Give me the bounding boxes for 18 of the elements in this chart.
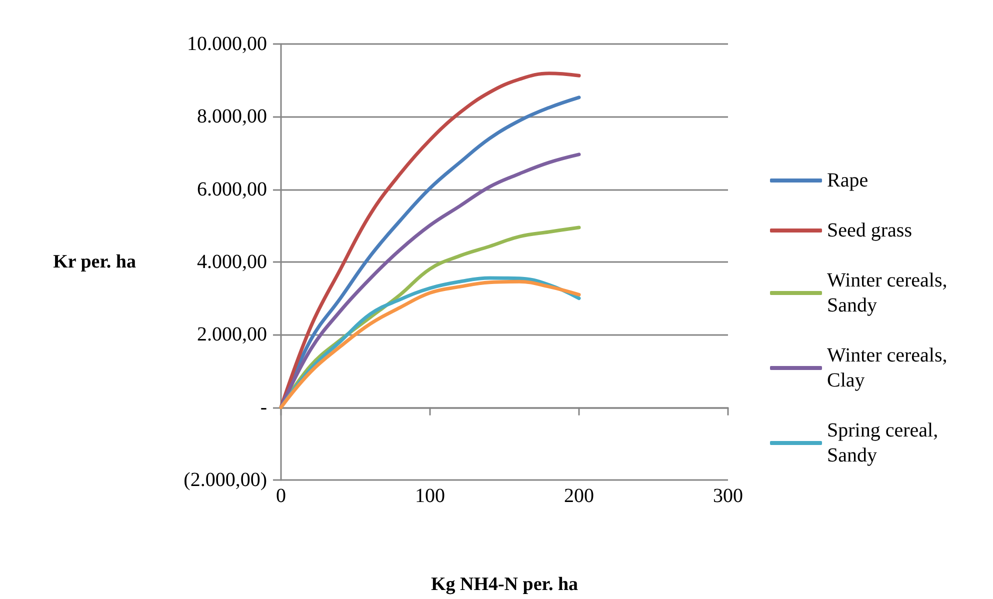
y-tick-label: 8.000,00 (197, 106, 267, 128)
legend-label: Winter cereals, Sandy (827, 270, 952, 316)
legend-label: Winter cereals, Clay (827, 344, 952, 392)
legend-label: Rape (827, 170, 868, 192)
legend-label: Spring cereal, Sandy (827, 420, 944, 466)
y-tick-label: 4.000,00 (197, 251, 267, 273)
y-tick-label: 2.000,00 (197, 324, 267, 346)
x-tick-label: 200 (564, 485, 594, 507)
y-tick-label: 10.000,00 (187, 33, 267, 55)
y-tick-label: - (260, 396, 267, 418)
x-tick-label: 300 (713, 485, 743, 507)
x-tick-label: 100 (415, 485, 445, 507)
y-axis-title: Kr per. ha (53, 252, 136, 272)
x-axis-title: Kg NH4-N per. ha (430, 574, 579, 595)
y-tick-label: (2.000,00) (184, 469, 267, 491)
y-tick-label: 6.000,00 (197, 178, 267, 200)
x-tick-label: 0 (276, 485, 286, 507)
legend-label: Seed grass (827, 220, 912, 242)
